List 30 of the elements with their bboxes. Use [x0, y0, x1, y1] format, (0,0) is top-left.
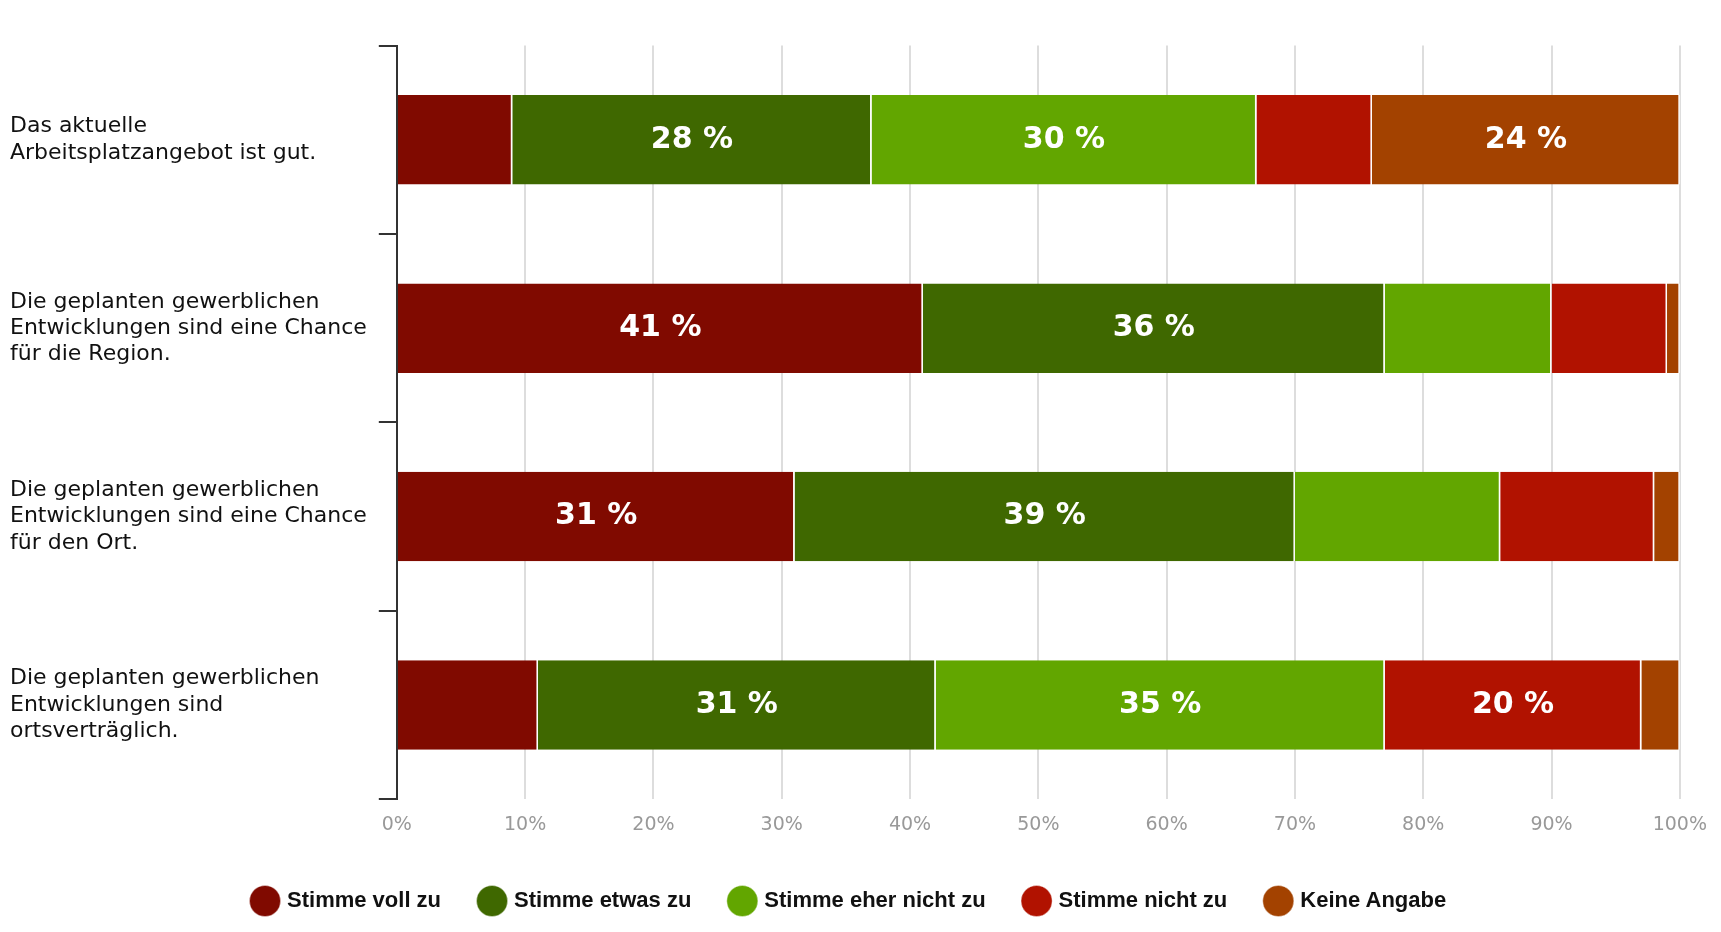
- data-label: 24 %: [1484, 119, 1568, 155]
- legend-label: Stimme eher nicht zu: [764, 887, 986, 913]
- x-tick-label: 20%: [632, 811, 675, 834]
- legend-label: Keine Angabe: [1300, 887, 1447, 913]
- x-tick-label: 30%: [760, 811, 803, 834]
- data-label: 36 %: [1112, 308, 1195, 343]
- data-label: 39 %: [1003, 496, 1086, 532]
- data-label: 20 %: [1471, 684, 1555, 720]
- x-tick-label: 100%: [1652, 811, 1707, 834]
- x-tick-label: 50%: [1017, 811, 1060, 834]
- y-tick-label: Die geplanten gewerblichen Entwicklungen sind eine Chance für die Region.: [10, 287, 367, 366]
- data-label: 35 %: [1119, 684, 1202, 720]
- x-tick-label: 70%: [1273, 811, 1317, 834]
- data-label: 31 %: [555, 496, 638, 532]
- data-label: 30 %: [1022, 119, 1106, 155]
- legend-label: Stimme nicht zu: [1058, 887, 1228, 913]
- y-tick-label: Das aktuelle Arbeitsplatzangebot ist gut.: [10, 112, 317, 164]
- y-tick-label: Die geplanten gewerblichen Entwicklungen sind ortsverträglich.: [10, 664, 320, 743]
- legend-label: Stimme voll zu: [287, 887, 442, 913]
- x-tick-label: 0%: [381, 811, 412, 834]
- x-tick-label: 90%: [1530, 811, 1573, 834]
- x-tick-label: 40%: [888, 811, 932, 834]
- x-tick-label: 10%: [503, 811, 547, 834]
- x-tick-label: 60%: [1145, 811, 1188, 834]
- y-tick-label: Die geplanten gewerblichen Entwicklungen sind eine Chance für den Ort.: [10, 475, 367, 554]
- legend-label: Stimme etwas zu: [514, 887, 692, 913]
- x-tick-label: 80%: [1402, 811, 1445, 834]
- data-label: 28 %: [650, 119, 734, 155]
- data-label: 41 %: [619, 308, 702, 343]
- data-label: 31 %: [695, 684, 778, 720]
